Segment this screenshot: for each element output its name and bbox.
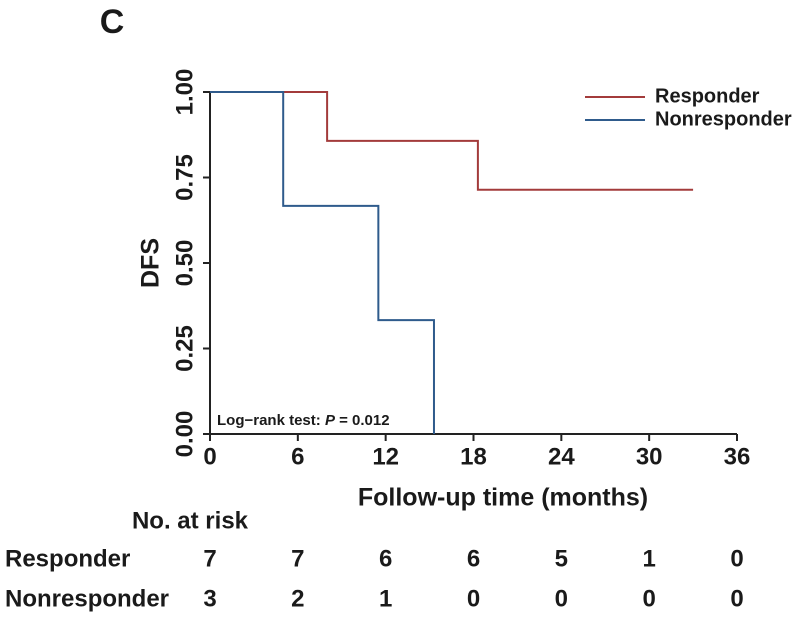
legend-label: Responder xyxy=(655,85,760,107)
risk-count: 5 xyxy=(555,545,568,572)
x-tick-label: 0 xyxy=(203,443,216,470)
y-tick-label: 0.75 xyxy=(171,154,198,201)
y-tick-label: 1.00 xyxy=(171,69,198,116)
risk-row-label: Nonresponder xyxy=(5,585,169,612)
x-tick-label: 6 xyxy=(291,443,304,470)
risk-count: 0 xyxy=(555,585,568,612)
risk-count: 0 xyxy=(467,585,480,612)
survival-curve xyxy=(210,91,694,191)
risk-count: 0 xyxy=(642,585,655,612)
risk-table-title: No. at risk xyxy=(132,507,249,534)
risk-count: 1 xyxy=(379,585,392,612)
x-axis-title: Follow-up time (months) xyxy=(358,484,648,512)
risk-count: 3 xyxy=(203,585,216,612)
y-axis-title: DFS xyxy=(137,238,165,288)
risk-row-label: Responder xyxy=(5,545,130,572)
annotation-text: Log−rank test: xyxy=(217,412,325,429)
x-tick-label: 36 xyxy=(724,443,751,470)
survival-curve xyxy=(210,91,435,434)
risk-count: 0 xyxy=(730,545,743,572)
risk-count: 7 xyxy=(291,545,304,572)
risk-count: 0 xyxy=(730,585,743,612)
risk-count: 6 xyxy=(379,545,392,572)
x-tick-label: 18 xyxy=(460,443,487,470)
legend-label: Nonresponder xyxy=(655,108,792,130)
y-tick-label: 0.25 xyxy=(171,325,198,372)
x-tick-label: 30 xyxy=(636,443,663,470)
annotation-symbol: P xyxy=(325,412,336,429)
x-tick-label: 24 xyxy=(548,443,575,470)
risk-count: 2 xyxy=(291,585,304,612)
y-tick-label: 0.00 xyxy=(171,411,198,458)
panel-label: C xyxy=(100,3,125,41)
risk-count: 1 xyxy=(642,545,655,572)
annotation: Log−rank test: P = 0.012 xyxy=(217,412,390,429)
annotation-value: = 0.012 xyxy=(335,412,390,429)
risk-count: 7 xyxy=(203,545,216,572)
x-tick-label: 12 xyxy=(372,443,399,470)
y-tick-label: 0.50 xyxy=(171,240,198,287)
risk-count: 6 xyxy=(467,545,480,572)
